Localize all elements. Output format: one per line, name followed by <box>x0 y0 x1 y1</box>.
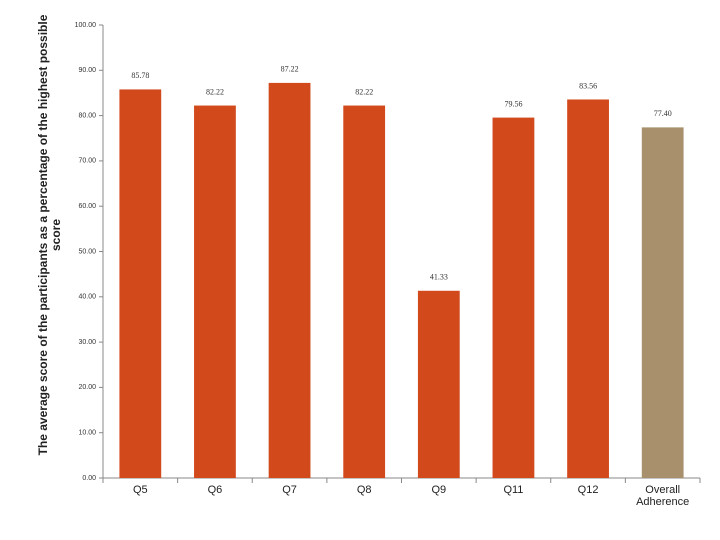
x-tick-label: Q9 <box>431 484 447 496</box>
value-label: 82.22 <box>206 87 224 96</box>
x-tick-label: Overall Adherence <box>636 484 690 508</box>
bar <box>268 82 311 478</box>
x-tick-label: Q6 <box>207 484 223 496</box>
y-tick-label: 20.00 <box>78 384 96 391</box>
value-label: 87.22 <box>281 65 299 74</box>
value-label: 83.56 <box>579 81 597 90</box>
bar <box>119 89 162 479</box>
value-label: 41.33 <box>430 273 448 282</box>
y-tick-label: 70.00 <box>78 158 96 165</box>
x-tick-label: Q7 <box>282 484 297 496</box>
value-label: 85.78 <box>131 71 149 80</box>
value-label: 77.40 <box>654 109 672 118</box>
x-tick-label-box: Q9 <box>431 484 447 496</box>
y-tick-label: 40.00 <box>78 294 96 301</box>
bar <box>417 290 460 478</box>
x-tick-label-box: Q6 <box>207 484 223 496</box>
x-tick-label: Q11 <box>503 484 524 496</box>
y-tick-label: 80.00 <box>78 112 96 119</box>
bar <box>194 105 236 479</box>
bar <box>641 127 684 479</box>
x-tick-label-box: Q5 <box>132 484 148 496</box>
x-tick-label-box: Q12 <box>577 484 599 496</box>
y-tick-label: 90.00 <box>78 67 96 74</box>
x-tick-label: Q12 <box>577 484 599 496</box>
value-label: 82.22 <box>355 87 373 96</box>
bar <box>567 99 609 478</box>
x-tick-label: Q8 <box>356 484 372 496</box>
x-tick-label-box: Q8 <box>356 484 372 496</box>
x-tick-label-box: Q7 <box>282 484 297 496</box>
y-tick-label: 50.00 <box>78 248 96 255</box>
y-axis-label: The average score of the participants as… <box>37 14 63 456</box>
y-tick-label: 30.00 <box>78 339 96 346</box>
y-tick-label: 0.00 <box>82 475 96 482</box>
x-tick-label: Q5 <box>132 484 148 496</box>
y-axis-label-box: The average score of the participants as… <box>37 14 63 456</box>
y-tick-label: 100.00 <box>75 22 97 29</box>
bar <box>343 105 386 479</box>
bar <box>492 117 535 478</box>
y-tick-label: 60.00 <box>78 203 96 210</box>
x-tick-label-box: Overall Adherence <box>636 484 690 508</box>
value-label: 79.56 <box>504 99 522 108</box>
y-tick-label: 10.00 <box>78 430 96 437</box>
x-tick-label-box: Q11 <box>503 484 524 496</box>
